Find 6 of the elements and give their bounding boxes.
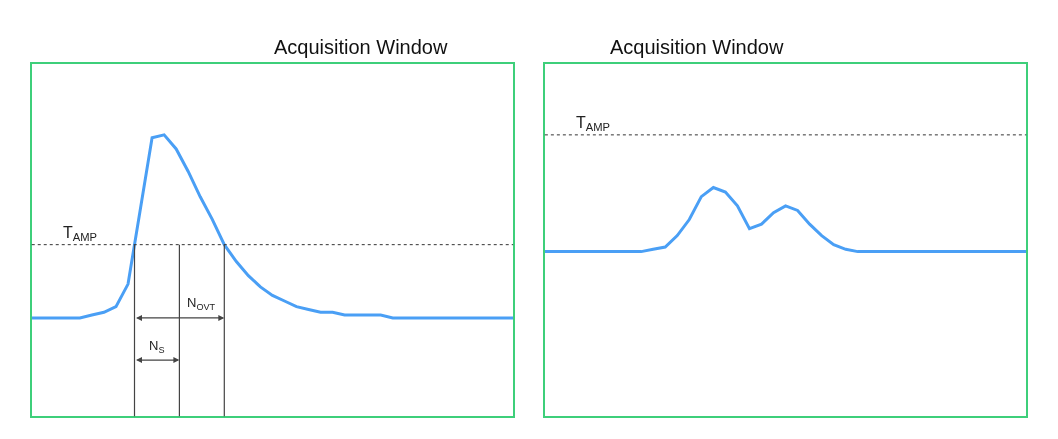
chart-title: Acquisition Window	[610, 36, 784, 58]
ref-line-label: T$_{AMP}$	[63, 224, 98, 244]
annotation: N$_{S}$	[149, 338, 165, 355]
annotation: N$_{OVT}$	[187, 295, 216, 312]
ref-line-label: T$_{AMP}$	[576, 114, 611, 134]
chart-title: Acquisition Window	[274, 36, 448, 58]
